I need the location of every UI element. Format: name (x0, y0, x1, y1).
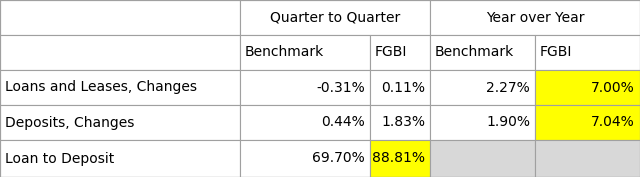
Bar (370, 35, 430, 70)
Bar (535, 70, 640, 105)
Bar (370, 140, 430, 177)
Text: 0.11%: 0.11% (381, 81, 425, 95)
Text: 1.90%: 1.90% (486, 116, 530, 130)
Text: 1.83%: 1.83% (381, 116, 425, 130)
Bar (240, 35, 370, 70)
Bar (240, 70, 370, 105)
Text: Benchmark: Benchmark (245, 45, 324, 59)
Bar (430, 35, 535, 70)
Text: Quarter to Quarter: Quarter to Quarter (270, 10, 400, 24)
Text: Loans and Leases, Changes: Loans and Leases, Changes (5, 81, 197, 95)
Bar (0, 140, 240, 177)
Bar (0, 70, 240, 105)
Text: Deposits, Changes: Deposits, Changes (5, 116, 134, 130)
Bar (0, 0, 240, 35)
Text: -0.31%: -0.31% (316, 81, 365, 95)
Text: 69.70%: 69.70% (312, 152, 365, 165)
Text: FGBI: FGBI (375, 45, 408, 59)
Bar (430, 0, 640, 35)
Bar (240, 0, 430, 35)
Bar (370, 105, 430, 140)
Bar (370, 70, 430, 105)
Bar (240, 140, 370, 177)
Bar (430, 70, 535, 105)
Text: 7.04%: 7.04% (591, 116, 635, 130)
Bar (0, 105, 240, 140)
Text: Benchmark: Benchmark (435, 45, 515, 59)
Text: Loan to Deposit: Loan to Deposit (5, 152, 115, 165)
Bar (535, 35, 640, 70)
Bar (430, 105, 535, 140)
Text: Year over Year: Year over Year (486, 10, 584, 24)
Bar (0, 35, 240, 70)
Text: 88.81%: 88.81% (372, 152, 425, 165)
Bar (535, 105, 640, 140)
Text: FGBI: FGBI (540, 45, 572, 59)
Bar (430, 140, 535, 177)
Text: 0.44%: 0.44% (321, 116, 365, 130)
Text: 7.00%: 7.00% (591, 81, 635, 95)
Bar (240, 105, 370, 140)
Bar (535, 140, 640, 177)
Text: 2.27%: 2.27% (486, 81, 530, 95)
